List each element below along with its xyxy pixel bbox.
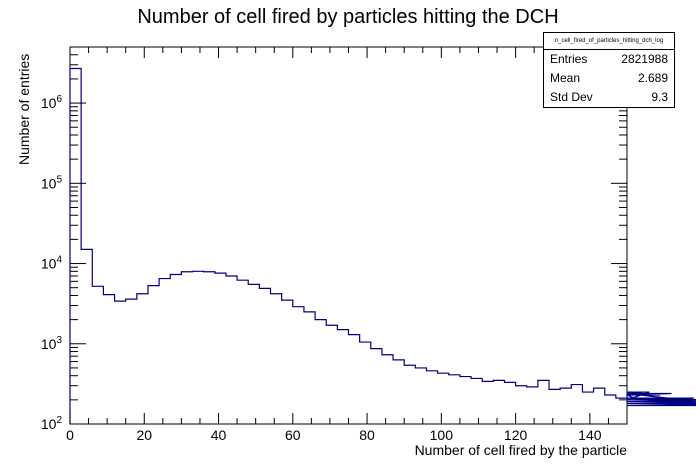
stats-label: Mean [550,71,581,85]
stats-label: Std Dev [550,90,593,104]
x-tick-label: 140 [578,427,602,443]
y-tick-label: 104 [41,255,63,272]
stats-label: Entries [550,52,588,66]
x-axis-label: Number of cell fired by the particle [414,442,627,458]
stats-row-mean: Mean 2.689 [544,69,674,88]
x-tick-label: 0 [66,427,74,443]
stats-box: n_cell_fired_of_particles_hitting_dch_lo… [543,32,675,108]
y-tick-label: 106 [41,94,63,111]
x-tick-label: 60 [285,427,301,443]
y-tick-label: 103 [41,335,63,352]
stats-box-name: n_cell_fired_of_particles_hitting_dch_lo… [544,33,674,50]
y-axis-label: Number of entries [16,53,32,165]
x-tick-label: 80 [359,427,375,443]
stats-row-stddev: Std Dev 9.3 [544,88,674,107]
x-tick-label: 100 [430,427,454,443]
y-tick-label: 105 [41,174,63,191]
histogram-line [69,67,696,424]
stats-value: 2.689 [637,71,668,85]
y-tick-label: 102 [41,415,63,432]
x-tick-label: 120 [504,427,528,443]
x-tick-label: 20 [136,427,152,443]
chart-title: Number of cell fired by particles hittin… [137,6,559,28]
stats-row-entries: Entries 2821988 [544,50,674,69]
x-tick-label: 40 [211,427,227,443]
stats-value: 2821988 [621,52,668,66]
stats-value: 9.3 [651,90,668,104]
